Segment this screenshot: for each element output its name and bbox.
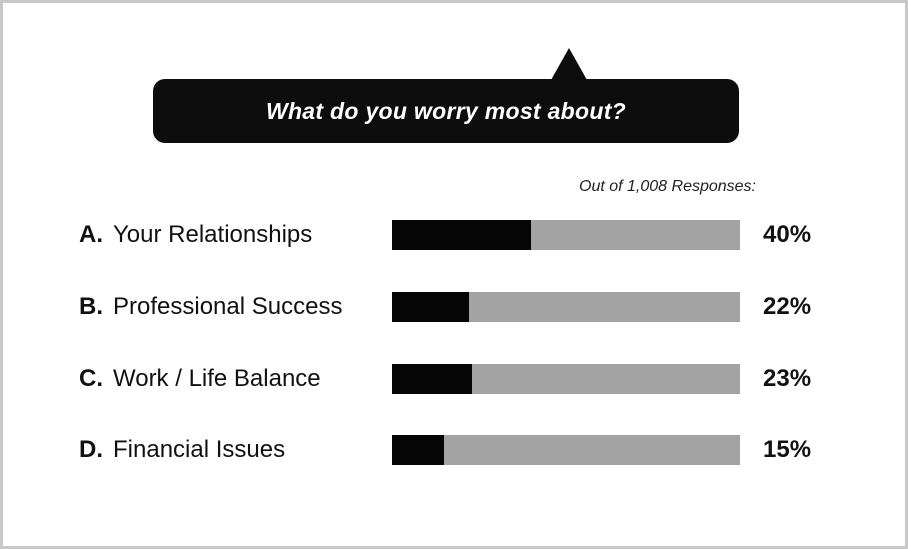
- category-label: B. Professional Success: [79, 292, 342, 322]
- bar-track: [392, 292, 740, 322]
- category-text: Professional Success: [113, 293, 343, 320]
- bar-row: C. Work / Life Balance 23%: [3, 364, 908, 404]
- value-label: 22%: [763, 293, 812, 320]
- category-label: D. Financial Issues: [79, 435, 285, 465]
- category-text: Financial Issues: [113, 436, 286, 463]
- category-text: Work / Life Balance: [113, 365, 321, 392]
- bar-track: [392, 435, 740, 465]
- bar-track: [392, 364, 740, 394]
- speech-bubble: What do you worry most about?: [153, 79, 739, 143]
- bar: [392, 435, 444, 465]
- category-label: A. Your Relationships: [79, 220, 312, 250]
- responses-count: Out of 1,008 Responses:: [579, 178, 756, 195]
- bar: [392, 364, 472, 394]
- bar: [392, 220, 531, 250]
- bar-track: [392, 220, 740, 250]
- category-label: C. Work / Life Balance: [79, 364, 321, 394]
- bar-row: A. Your Relationships 40%: [3, 220, 908, 260]
- category-letter: C.: [79, 365, 103, 392]
- category-text: Your Relationships: [113, 221, 313, 248]
- value-label: 23%: [763, 365, 812, 392]
- bar-row: D. Financial Issues 15%: [3, 435, 908, 475]
- bar-row: B. Professional Success 22%: [3, 292, 908, 332]
- value-label: 40%: [763, 221, 812, 248]
- value-label: 15%: [763, 436, 812, 463]
- category-letter: B.: [79, 293, 103, 320]
- speech-bubble-tail: [551, 48, 587, 80]
- category-letter: D.: [79, 436, 103, 463]
- category-letter: A.: [79, 221, 103, 248]
- bar: [392, 292, 469, 322]
- chart-title: What do you worry most about?: [265, 97, 627, 124]
